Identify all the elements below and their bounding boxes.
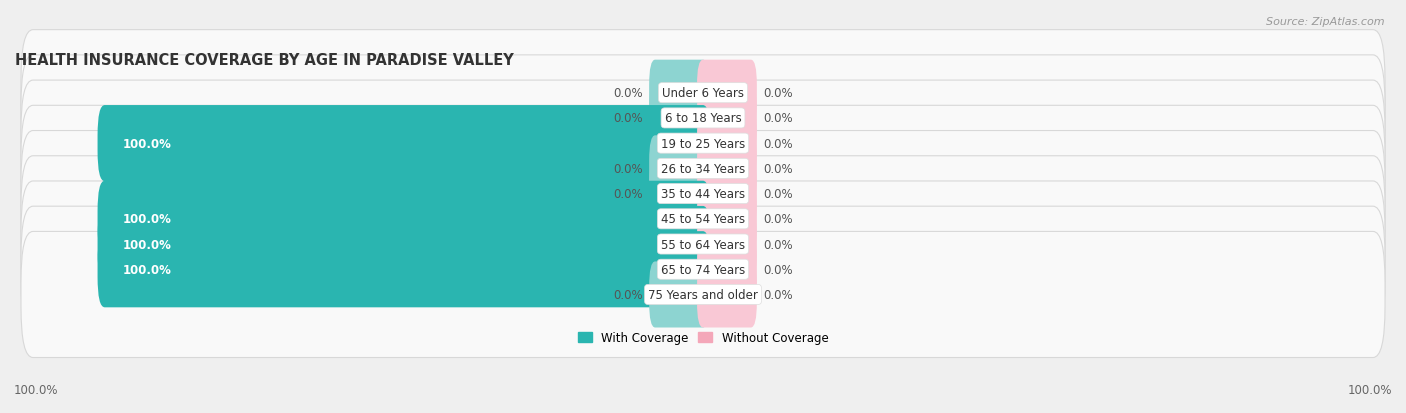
FancyBboxPatch shape [21, 182, 1385, 307]
Text: 0.0%: 0.0% [763, 263, 793, 276]
FancyBboxPatch shape [650, 85, 709, 152]
Text: 0.0%: 0.0% [613, 87, 643, 100]
FancyBboxPatch shape [697, 136, 756, 202]
Legend: With Coverage, Without Coverage: With Coverage, Without Coverage [572, 327, 834, 349]
FancyBboxPatch shape [650, 262, 709, 328]
Text: 75 Years and older: 75 Years and older [648, 288, 758, 301]
Text: 100.0%: 100.0% [1347, 384, 1392, 396]
FancyBboxPatch shape [650, 136, 709, 202]
Text: 0.0%: 0.0% [613, 112, 643, 125]
FancyBboxPatch shape [697, 111, 756, 177]
FancyBboxPatch shape [21, 56, 1385, 182]
Text: 0.0%: 0.0% [613, 288, 643, 301]
FancyBboxPatch shape [97, 181, 710, 257]
Text: 19 to 25 Years: 19 to 25 Years [661, 137, 745, 150]
FancyBboxPatch shape [21, 131, 1385, 257]
FancyBboxPatch shape [21, 31, 1385, 157]
Text: 0.0%: 0.0% [613, 162, 643, 176]
FancyBboxPatch shape [21, 206, 1385, 332]
FancyBboxPatch shape [21, 81, 1385, 206]
Text: 100.0%: 100.0% [122, 238, 172, 251]
FancyBboxPatch shape [697, 237, 756, 303]
FancyBboxPatch shape [697, 85, 756, 152]
FancyBboxPatch shape [97, 232, 710, 308]
FancyBboxPatch shape [650, 161, 709, 227]
Text: 100.0%: 100.0% [122, 213, 172, 226]
FancyBboxPatch shape [697, 186, 756, 252]
Text: 26 to 34 Years: 26 to 34 Years [661, 162, 745, 176]
Text: 100.0%: 100.0% [14, 384, 59, 396]
Text: 0.0%: 0.0% [763, 87, 793, 100]
Text: HEALTH INSURANCE COVERAGE BY AGE IN PARADISE VALLEY: HEALTH INSURANCE COVERAGE BY AGE IN PARA… [15, 53, 513, 68]
FancyBboxPatch shape [650, 61, 709, 126]
Text: 0.0%: 0.0% [763, 213, 793, 226]
Text: 0.0%: 0.0% [763, 112, 793, 125]
Text: 0.0%: 0.0% [763, 288, 793, 301]
FancyBboxPatch shape [21, 232, 1385, 358]
FancyBboxPatch shape [97, 106, 710, 182]
Text: Under 6 Years: Under 6 Years [662, 87, 744, 100]
Text: 55 to 64 Years: 55 to 64 Years [661, 238, 745, 251]
Text: 45 to 54 Years: 45 to 54 Years [661, 213, 745, 226]
Text: 0.0%: 0.0% [763, 238, 793, 251]
Text: 0.0%: 0.0% [763, 162, 793, 176]
FancyBboxPatch shape [697, 61, 756, 126]
FancyBboxPatch shape [97, 206, 710, 282]
Text: 0.0%: 0.0% [763, 188, 793, 201]
Text: 100.0%: 100.0% [122, 137, 172, 150]
Text: 35 to 44 Years: 35 to 44 Years [661, 188, 745, 201]
Text: 0.0%: 0.0% [763, 137, 793, 150]
FancyBboxPatch shape [697, 211, 756, 278]
FancyBboxPatch shape [21, 106, 1385, 232]
Text: 100.0%: 100.0% [122, 263, 172, 276]
Text: 65 to 74 Years: 65 to 74 Years [661, 263, 745, 276]
FancyBboxPatch shape [697, 262, 756, 328]
Text: 6 to 18 Years: 6 to 18 Years [665, 112, 741, 125]
Text: Source: ZipAtlas.com: Source: ZipAtlas.com [1267, 17, 1385, 26]
FancyBboxPatch shape [21, 157, 1385, 282]
FancyBboxPatch shape [697, 161, 756, 227]
Text: 0.0%: 0.0% [613, 188, 643, 201]
